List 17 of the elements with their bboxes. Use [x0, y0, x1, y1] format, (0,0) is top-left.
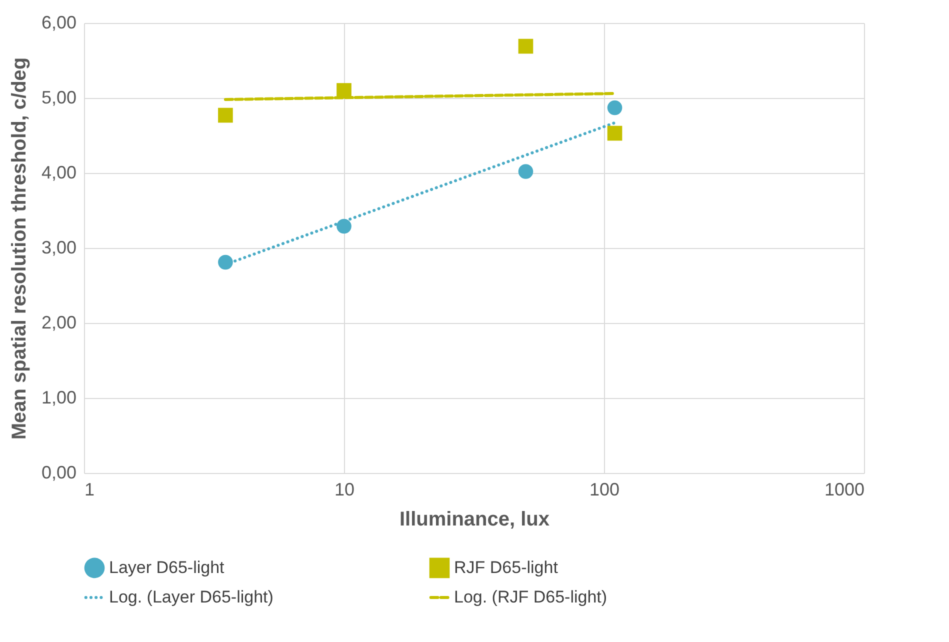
y-tick-label: 4,00 [41, 162, 76, 182]
legend-label: RJF D65-light [454, 558, 558, 577]
legend-label: Layer D65-light [109, 558, 225, 577]
y-tick-label: 0,00 [41, 462, 76, 482]
y-axis-title: Mean spatial resolution threshold, c/deg [8, 57, 30, 440]
legend-label: Log. (RJF D65-light) [454, 588, 608, 606]
x-axis-title: Illuminance, lux [399, 508, 550, 530]
y-tick-label: 3,00 [41, 238, 76, 258]
x-tick-label: 1 [84, 480, 95, 500]
y-tick-label: 2,00 [41, 312, 76, 332]
x-tick-label: 100 [589, 480, 620, 500]
y-tick-label: 1,00 [41, 388, 76, 408]
x-tick-label: 10 [334, 480, 355, 500]
y-tick-label: 6,00 [41, 12, 76, 32]
y-tick-label: 5,00 [41, 88, 76, 108]
x-tick-label: 1000 [824, 480, 864, 500]
legend-label: Log. (Layer D65-light) [109, 588, 274, 606]
